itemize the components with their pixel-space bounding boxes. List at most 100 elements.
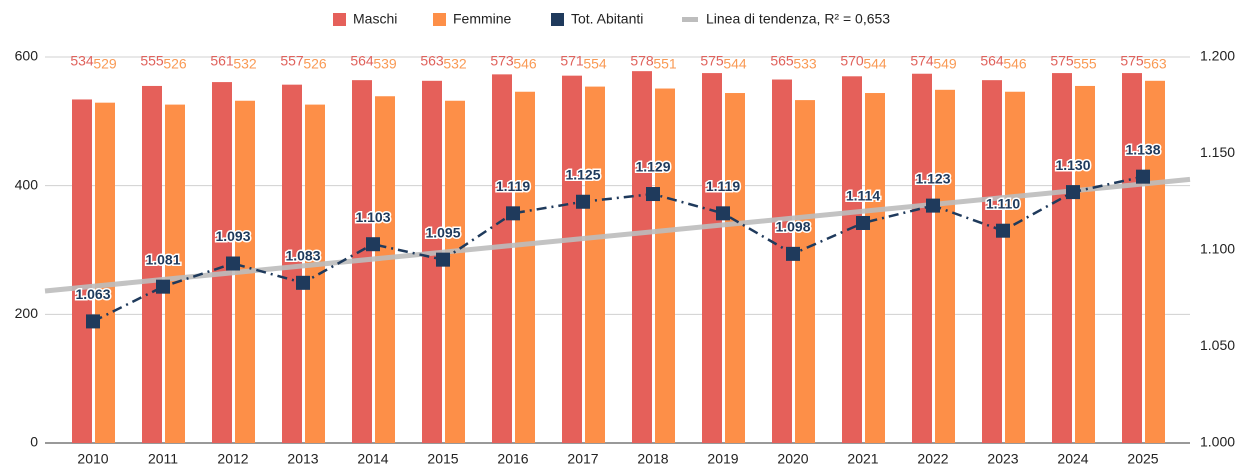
x-tick-label: 2022 <box>917 451 948 467</box>
bar-value-label: 573 <box>490 53 514 69</box>
bar-value-label: 554 <box>583 56 607 72</box>
bar-value-label: 546 <box>1003 56 1027 72</box>
bar-value-label: 551 <box>653 56 677 72</box>
y2-tick-label: 1.150 <box>1200 144 1235 160</box>
line-value-label: 1.130 <box>1055 157 1090 173</box>
bar-value-label: 526 <box>163 56 187 72</box>
line-value-label: 1.123 <box>915 170 950 186</box>
legend-swatch <box>333 13 346 26</box>
bar-value-label: 532 <box>443 56 467 72</box>
x-tick-label: 2019 <box>707 451 738 467</box>
bar <box>1075 85 1095 443</box>
bar-value-label: 533 <box>793 56 817 72</box>
bar <box>375 96 395 443</box>
bar-value-label: 561 <box>210 53 234 69</box>
bar-value-label: 574 <box>910 53 934 69</box>
bar <box>842 76 862 444</box>
line-value-label: 1.119 <box>496 178 530 194</box>
y2-tick-label: 1.100 <box>1200 241 1235 257</box>
y-tick-label: 0 <box>30 434 38 450</box>
x-tick-label: 2021 <box>847 451 878 467</box>
line-marker <box>786 246 800 261</box>
line-value-label: 1.063 <box>75 286 110 302</box>
line-marker <box>996 223 1010 238</box>
line-value-label: 1.114 <box>846 188 880 204</box>
legend-label: Femmine <box>453 11 512 27</box>
x-tick-label: 2013 <box>287 451 318 467</box>
x-tick-label: 2011 <box>148 451 178 467</box>
line-marker <box>646 187 660 202</box>
y2-tick-label: 1.000 <box>1200 434 1235 450</box>
bar <box>795 100 815 443</box>
y2-tick-label: 1.200 <box>1200 48 1235 64</box>
x-tick-label: 2024 <box>1057 451 1088 467</box>
line-value-label: 1.093 <box>215 228 250 244</box>
bar <box>655 88 675 444</box>
x-tick-label: 2025 <box>1127 451 1158 467</box>
bar <box>562 75 582 443</box>
bar-value-label: 546 <box>513 56 537 72</box>
line-marker <box>436 252 450 267</box>
bar-value-label: 539 <box>373 56 397 72</box>
legend-swatch <box>551 13 564 26</box>
bar-value-label: 532 <box>233 56 257 72</box>
bar <box>982 80 1002 443</box>
bar-value-label: 557 <box>280 53 304 69</box>
bar <box>422 80 442 443</box>
bar-value-label: 555 <box>140 53 164 69</box>
bar <box>1145 80 1165 443</box>
line-value-label: 1.081 <box>145 251 180 267</box>
x-tick-label: 2014 <box>357 451 388 467</box>
bar-value-label: 564 <box>980 53 1004 69</box>
line-marker <box>366 237 380 252</box>
bar-value-label: 564 <box>350 53 374 69</box>
y-tick-label: 600 <box>15 48 39 64</box>
bar <box>772 79 792 444</box>
line-value-label: 1.083 <box>285 248 320 264</box>
line-marker <box>296 275 310 290</box>
bar-value-label: 555 <box>1073 56 1097 72</box>
legend-swatch <box>433 13 446 26</box>
bar-value-label: 534 <box>70 53 94 69</box>
y-tick-label: 200 <box>15 305 39 321</box>
bar-value-label: 549 <box>933 56 957 72</box>
line-marker <box>926 198 940 213</box>
bar <box>95 102 115 443</box>
x-tick-label: 2012 <box>217 451 248 467</box>
bar <box>1005 91 1025 444</box>
bar <box>515 91 535 444</box>
bar <box>282 84 302 443</box>
bar-value-label: 529 <box>93 56 117 72</box>
line-marker <box>506 206 520 221</box>
line-marker <box>856 215 870 230</box>
bar-value-label: 563 <box>420 53 444 69</box>
trendline <box>44 176 1191 294</box>
legend-label: Maschi <box>353 11 397 27</box>
bar <box>72 99 92 444</box>
bar-value-label: 578 <box>630 53 654 69</box>
bar <box>142 85 162 443</box>
legend-label: Tot. Abitanti <box>571 11 643 27</box>
line-value-label: 1.095 <box>425 224 460 240</box>
bar <box>865 93 885 443</box>
x-tick-label: 2015 <box>427 451 458 467</box>
line-value-label: 1.125 <box>565 166 600 182</box>
bar-value-label: 570 <box>840 53 864 69</box>
bar-value-label: 563 <box>1143 56 1167 72</box>
y2-tick-label: 1.050 <box>1200 337 1235 353</box>
bar <box>632 71 652 444</box>
line-marker <box>716 206 730 221</box>
bar <box>1122 73 1142 443</box>
line-value-label: 1.098 <box>775 219 810 235</box>
line-value-label: 1.103 <box>355 209 390 225</box>
bar-value-label: 565 <box>770 53 794 69</box>
bar-value-label: 526 <box>303 56 327 72</box>
line-value-label: 1.119 <box>706 178 740 194</box>
bar-value-label: 575 <box>1050 53 1074 69</box>
line-marker <box>576 194 590 209</box>
bar <box>912 73 932 443</box>
bar <box>702 73 722 443</box>
line-value-label: 1.138 <box>1125 141 1160 157</box>
